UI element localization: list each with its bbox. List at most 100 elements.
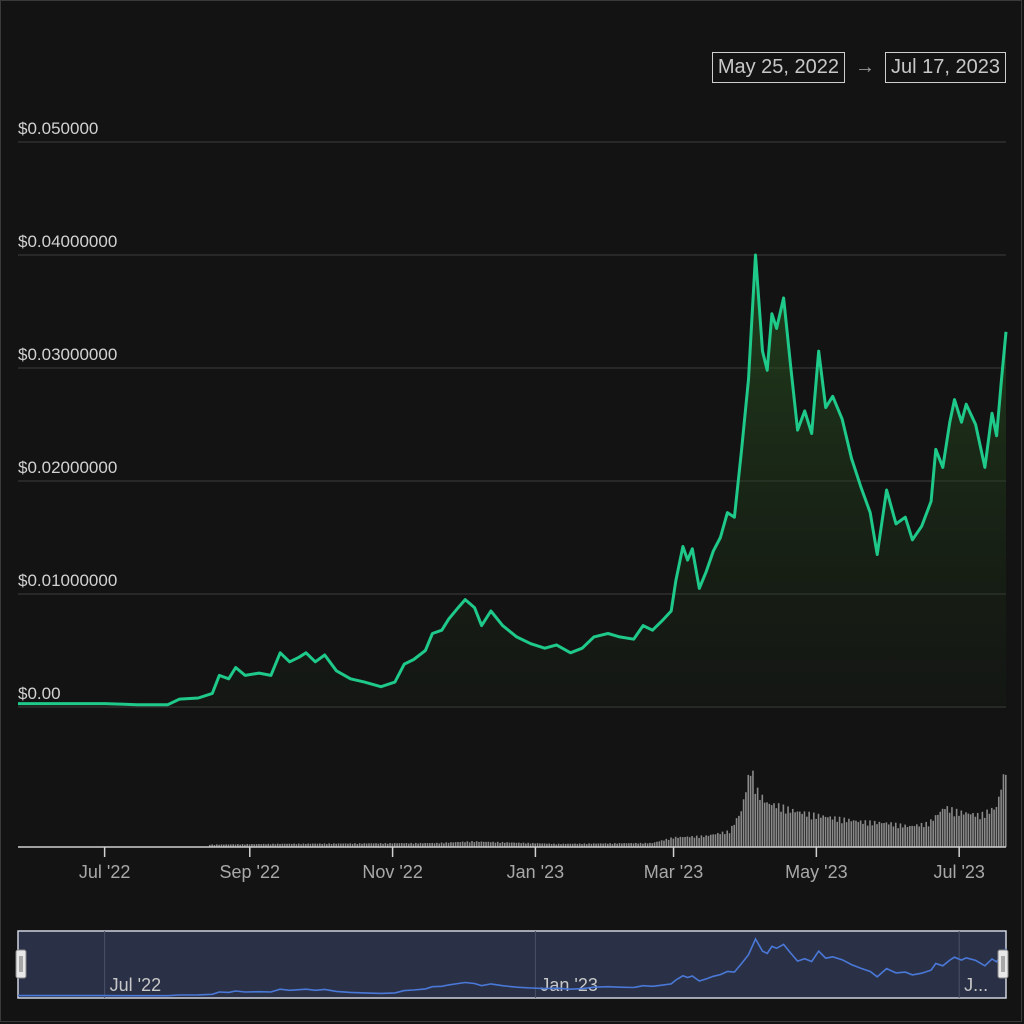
y-tick-label: $0.050000 xyxy=(18,119,98,138)
volume-bar xyxy=(377,843,380,847)
volume-bar xyxy=(632,843,635,847)
volume-bar xyxy=(482,841,485,847)
range-end-input[interactable]: Jul 17, 2023 xyxy=(885,52,1006,83)
volume-bar xyxy=(754,793,757,847)
volume-bar xyxy=(464,842,466,847)
volume-bar xyxy=(784,813,787,847)
volume-bar xyxy=(300,844,302,847)
volume-bar xyxy=(897,828,899,847)
volume-bar xyxy=(216,844,218,847)
volume-bar xyxy=(262,843,265,847)
volume-bar xyxy=(770,805,773,847)
volume-bar xyxy=(712,834,714,847)
volume-bar xyxy=(398,843,401,847)
volume-bar xyxy=(752,770,754,847)
navigator-left-handle[interactable] xyxy=(15,949,27,979)
range-start-input[interactable]: May 25, 2022 xyxy=(711,52,846,83)
volume-bar xyxy=(424,842,426,847)
volume-bar xyxy=(246,844,249,847)
volume-bar xyxy=(461,841,464,847)
volume-bar xyxy=(681,837,684,847)
volume-bar xyxy=(997,796,1000,847)
volume-bar xyxy=(410,842,412,847)
volume-bar xyxy=(546,843,548,847)
volume-bar xyxy=(471,841,473,847)
volume-bar xyxy=(742,799,745,847)
volume-bar xyxy=(347,843,349,847)
volume-bar xyxy=(738,815,740,847)
volume-bar xyxy=(721,831,724,847)
volume-bar xyxy=(693,837,696,847)
volume-bar xyxy=(871,825,874,847)
volume-bar xyxy=(501,841,504,847)
volume-bar xyxy=(798,811,801,847)
volume-bar xyxy=(913,826,916,847)
volume-bar xyxy=(782,804,785,847)
volume-bar xyxy=(653,842,656,847)
volume-bar xyxy=(253,844,256,847)
navigator[interactable]: Jul '22 Jan '23 J... xyxy=(15,930,1009,999)
volume-bar xyxy=(213,844,216,847)
volume-bar xyxy=(960,810,963,847)
navigator-window[interactable] xyxy=(17,930,1007,999)
navigator-line xyxy=(18,937,1007,997)
volume-bar xyxy=(747,774,750,847)
volume-bar xyxy=(934,815,937,847)
volume-bar xyxy=(887,824,890,847)
volume-bar xyxy=(258,844,260,847)
volume-bar xyxy=(719,834,721,847)
volume-bar xyxy=(602,843,604,847)
volume-bar xyxy=(386,843,389,847)
volume-bar xyxy=(885,822,888,847)
volume-bar xyxy=(958,815,960,847)
navigator-label: Jul '22 xyxy=(110,975,161,995)
volume-bar xyxy=(288,843,291,847)
volume-bar xyxy=(646,843,649,847)
volume-bar xyxy=(761,794,764,847)
volume-bar xyxy=(534,843,537,847)
volume-bar xyxy=(363,843,366,847)
volume-bar xyxy=(663,840,665,847)
volume-bar xyxy=(237,844,239,847)
volume-bar xyxy=(396,843,398,847)
volume-bar xyxy=(625,843,628,847)
volume-bar xyxy=(370,843,373,847)
volume-bar xyxy=(208,844,211,847)
price-area-fill xyxy=(18,255,1006,707)
volume-bar xyxy=(223,844,225,847)
x-tick-label: Jul '22 xyxy=(79,862,130,882)
volume-bar xyxy=(244,844,246,847)
volume-bar xyxy=(309,843,312,847)
navigator-right-handle[interactable] xyxy=(997,949,1009,979)
volume-bar xyxy=(962,814,965,847)
volume-bar xyxy=(375,843,377,847)
volume-bar xyxy=(946,806,949,847)
volume-bar xyxy=(635,842,637,847)
volume-bar xyxy=(815,818,817,847)
volume-bar xyxy=(415,842,417,847)
volume-bar xyxy=(939,811,942,847)
volume-bar xyxy=(454,842,457,847)
volume-bar xyxy=(735,818,738,847)
volume-bar xyxy=(520,843,522,847)
volume-bar xyxy=(431,842,433,847)
volume-bar xyxy=(923,827,925,847)
volume-bar xyxy=(824,816,827,847)
volume-bar xyxy=(808,811,810,847)
volume-bar xyxy=(674,836,677,847)
volume-bar xyxy=(419,842,422,847)
volume-bar xyxy=(656,841,658,847)
volume-bar xyxy=(817,813,820,847)
volume-bar xyxy=(609,843,611,847)
volume-bar xyxy=(576,843,579,847)
volume-bar xyxy=(789,812,792,847)
volume-bar xyxy=(876,824,878,847)
y-tick-label: $0.02000000 xyxy=(18,458,117,477)
volume-bar xyxy=(379,843,382,847)
volume-bar xyxy=(372,843,375,847)
volume-bar xyxy=(649,842,651,847)
volume-bar xyxy=(628,843,630,847)
volume-bar xyxy=(843,817,846,847)
volume-bar xyxy=(623,843,625,847)
